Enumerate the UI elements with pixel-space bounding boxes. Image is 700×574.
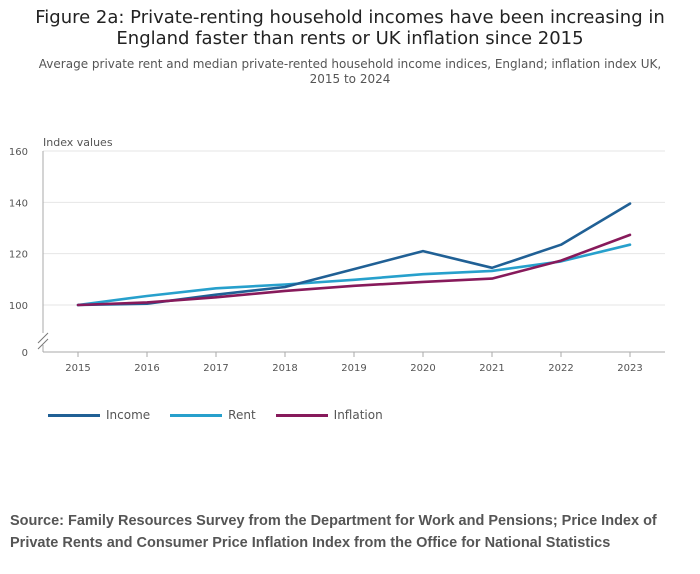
axis-break-mark: [37, 338, 49, 350]
chart-title: Figure 2a: Private-renting household inc…: [35, 7, 665, 49]
legend-swatch-inflation: [275, 413, 328, 417]
axis-break-mark: [37, 332, 49, 344]
chart-subtitle: Average private rent and median private-…: [38, 57, 662, 86]
x-tick-label-2021: 2021: [479, 363, 504, 374]
legend-swatch-income: [48, 413, 100, 417]
y-tick-label-160: 160: [9, 147, 28, 158]
line-chart: 0 100 120 140 160 Index values 2015 2016 2017 201…: [9, 136, 665, 374]
x-tick-label-2020: 2020: [410, 363, 435, 374]
x-tick-label-2022: 2022: [548, 363, 573, 374]
legend: Income Rent Inflation: [48, 408, 383, 422]
series-lines: [76, 202, 632, 307]
source-note: Source: Family Resources Survey from the…: [10, 513, 657, 551]
series-line-income: [76, 202, 632, 307]
legend-item-rent[interactable]: Rent: [170, 408, 256, 422]
x-tick-label-2017: 2017: [203, 363, 228, 374]
series-line-rent: [76, 243, 632, 307]
legend-item-income[interactable]: Income: [48, 408, 150, 422]
legend-label-rent: Rent: [228, 408, 256, 422]
legend-label-inflation: Inflation: [333, 408, 383, 422]
axes: [37, 151, 665, 357]
legend-item-inflation[interactable]: Inflation: [275, 408, 383, 422]
x-tick-label-2016: 2016: [134, 363, 159, 374]
series-line-inflation: [76, 233, 632, 307]
y-tick-label-0: 0: [22, 348, 28, 359]
y-axis-label: Index values: [43, 136, 113, 149]
x-tick-label-2015: 2015: [65, 363, 90, 374]
tick-labels: 0 100 120 140 160 Index values 2015 2016 2017 201…: [9, 136, 643, 374]
y-tick-label-120: 120: [9, 250, 28, 261]
gridlines: [43, 150, 665, 306]
y-tick-label-100: 100: [9, 301, 28, 312]
x-tick-label-2019: 2019: [341, 363, 366, 374]
x-tick-label-2018: 2018: [272, 363, 297, 374]
legend-swatch-rent: [170, 413, 223, 417]
x-tick-label-2023: 2023: [617, 363, 642, 374]
y-tick-label-140: 140: [9, 198, 28, 209]
legend-label-income: Income: [106, 408, 151, 422]
